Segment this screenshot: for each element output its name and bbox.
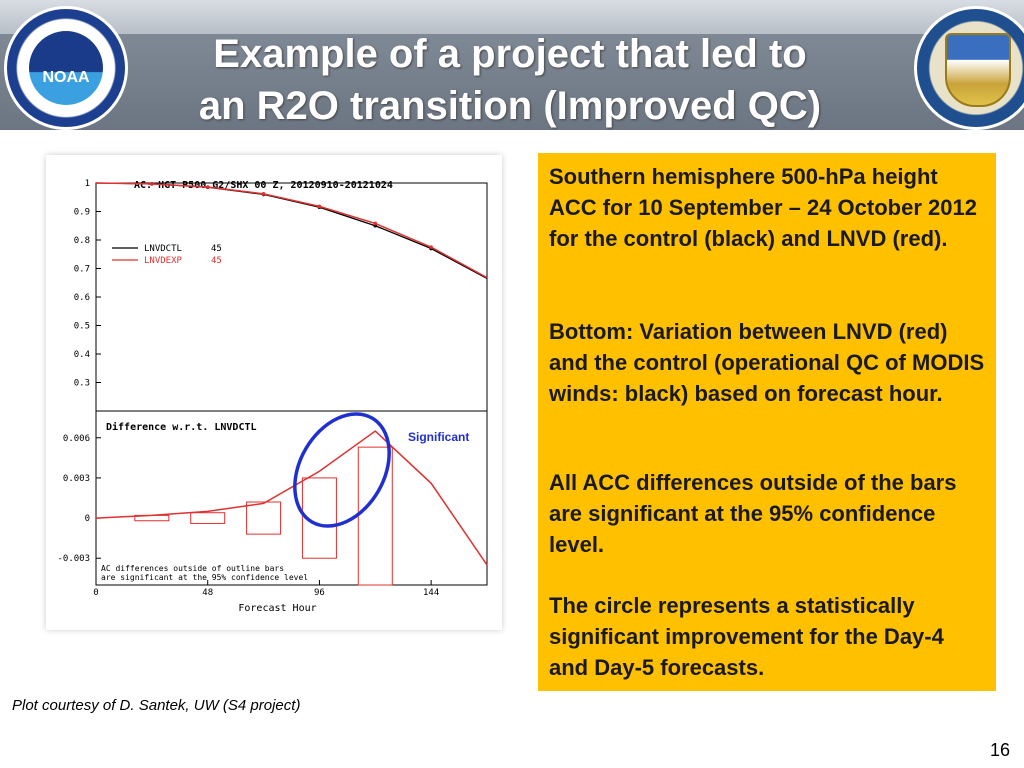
acc-chart-panel: AC: HGT P500 G2/SHX 00 Z, 20120910-20121… — [46, 155, 502, 630]
top-series-line-lnvdexp — [95, 182, 488, 279]
title-line-2: an R2O transition (Improved QC) — [198, 84, 822, 128]
page-number: 16 — [990, 740, 1011, 760]
plot-credit: Plot courtesy of D. Santek, UW (S4 proje… — [12, 697, 301, 714]
difference-line — [95, 430, 488, 566]
significance-bar — [190, 512, 226, 524]
top-y-tick-label: 0.7 — [74, 265, 90, 275]
description-box: Southern hemisphere 500-hPa height ACC f… — [538, 153, 996, 691]
top-series-point — [373, 221, 378, 226]
bottom-panel-frame — [95, 410, 488, 586]
acc-chart: AC: HGT P500 G2/SHX 00 Z, 20120910-20121… — [57, 179, 488, 614]
header-band — [0, 34, 1024, 130]
bottom-y-tick-label: 0.003 — [63, 474, 90, 484]
significance-bar — [301, 477, 337, 559]
info-paragraph-2: Bottom: Variation between LNVD (red) and… — [549, 319, 985, 406]
top-series-point — [261, 192, 266, 196]
x-tick-label: 0 — [93, 588, 98, 598]
top-y-tick-label: 0.9 — [74, 208, 90, 218]
x-tick-label: 48 — [202, 588, 213, 598]
top-series-point — [317, 204, 322, 209]
bottom-y-tick-label: 0 — [85, 514, 90, 524]
header-banner — [0, 0, 1024, 130]
legend-label: LNVDEXP — [144, 256, 183, 266]
department-of-commerce-seal — [914, 6, 1024, 130]
top-y-tick-label: 0.8 — [74, 236, 90, 246]
top-y-tick-label: 1 — [85, 179, 90, 189]
top-series-point — [205, 185, 210, 189]
legend-count: 45 — [211, 256, 222, 266]
legend-label: LNVDCTL — [144, 244, 182, 254]
info-paragraph-4: The circle represents a statistically si… — [549, 593, 944, 680]
x-tick-label: 144 — [423, 588, 439, 598]
top-series-point — [150, 182, 154, 186]
bars-note-line-1: AC differences outside of outline bars — [101, 564, 284, 573]
info-paragraph-1: Southern hemisphere 500-hPa height ACC f… — [549, 164, 977, 251]
legend-count: 45 — [211, 244, 222, 254]
top-series-point — [429, 245, 433, 249]
slide-title: Example of a project that led to an R2O … — [110, 28, 910, 132]
noaa-logo: NOAA — [4, 6, 128, 130]
info-paragraph-3: All ACC differences outside of the bars … — [549, 470, 957, 557]
x-tick-label: 96 — [314, 588, 325, 598]
bottom-y-tick-label: -0.003 — [57, 554, 90, 564]
bars-note-line-2: are significant at the 95% confidence le… — [101, 573, 308, 582]
top-y-tick-label: 0.3 — [74, 379, 90, 389]
top-y-tick-label: 0.5 — [74, 322, 90, 332]
top-panel-frame — [95, 182, 488, 412]
title-line-1: Example of a project that led to — [213, 32, 807, 76]
bottom-y-tick-label: 0.006 — [63, 434, 90, 444]
bottom-chart-title: Difference w.r.t. LNVDCTL — [106, 421, 257, 433]
top-y-tick-label: 0.6 — [74, 293, 90, 303]
significant-annotation: Significant — [408, 430, 469, 444]
noaa-seal-icon: NOAA — [29, 31, 103, 105]
top-y-tick-label: 0.4 — [74, 350, 90, 360]
significance-circle — [293, 412, 391, 528]
eagle-shield-icon — [945, 33, 1011, 107]
noaa-logo-text: NOAA — [42, 69, 90, 86]
top-chart-title: AC: HGT P500 G2/SHX 00 Z, 20120910-20121… — [134, 180, 393, 191]
significance-bar — [246, 501, 282, 535]
x-axis-label: Forecast Hour — [238, 603, 316, 614]
